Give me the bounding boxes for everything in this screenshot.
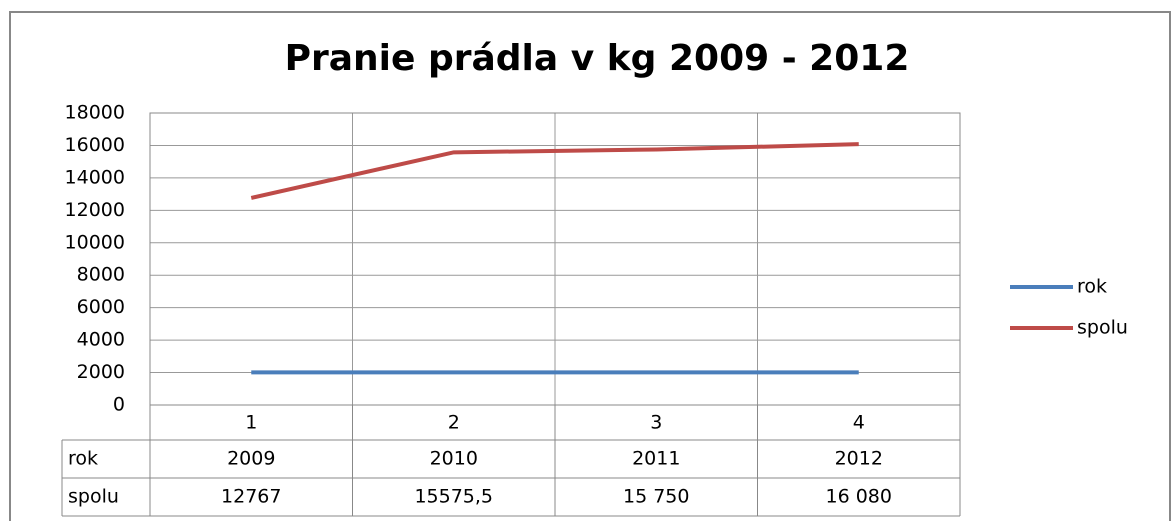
legend-label: rok — [1077, 276, 1107, 298]
y-tick-label: 6000 — [77, 296, 125, 318]
table-row-label: rok — [68, 448, 98, 470]
table-cell: 2009 — [227, 448, 275, 470]
table-cell: 16 080 — [826, 486, 892, 508]
y-tick-label: 4000 — [77, 329, 125, 351]
series-line — [250, 142, 859, 200]
y-tick-label: 16000 — [65, 134, 125, 156]
table-cell: 2011 — [632, 448, 680, 470]
table-cell: 12767 — [221, 486, 281, 508]
table-cell: 15 750 — [623, 486, 689, 508]
x-tick-label: 4 — [853, 412, 865, 434]
chart-border — [9, 11, 1171, 521]
chart-title: Pranie prádla v kg 2009 - 2012 — [285, 38, 910, 79]
table-cell: 15575,5 — [414, 486, 493, 508]
table-row-label: spolu — [68, 486, 119, 508]
y-tick-label: 12000 — [65, 199, 125, 221]
x-tick-label: 3 — [650, 412, 662, 434]
legend-label: spolu — [1077, 317, 1128, 339]
y-tick-label: 10000 — [65, 231, 125, 253]
table-cell: 2010 — [430, 448, 478, 470]
y-tick-label: 2000 — [77, 361, 125, 383]
x-tick-label: 1 — [245, 412, 257, 434]
y-tick-label: 18000 — [65, 102, 125, 124]
x-tick-label: 2 — [448, 412, 460, 434]
y-tick-label: 8000 — [77, 264, 125, 286]
y-tick-label: 14000 — [65, 166, 125, 188]
y-tick-label: 0 — [113, 394, 125, 416]
table-cell: 2012 — [835, 448, 883, 470]
